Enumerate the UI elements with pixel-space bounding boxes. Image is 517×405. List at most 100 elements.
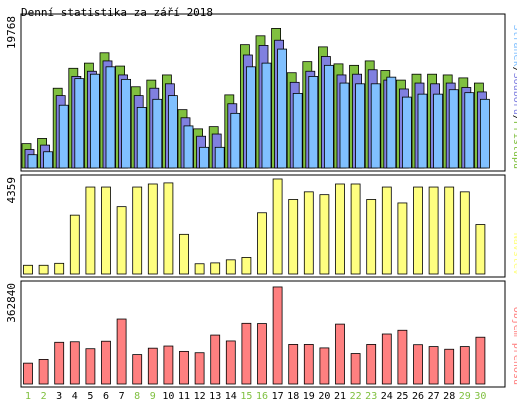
bar-stránek-day-29 [464,92,475,169]
bar-visits-day-28 [444,186,455,275]
bar-visits-day-25 [397,202,408,275]
bar-visits-day-2 [38,264,49,275]
bar-traffic-day-25 [397,329,408,385]
bar-visits-day-24 [381,186,392,275]
bar-visits-day-19 [303,191,314,275]
bar-stránek-day-15 [245,66,256,169]
bar-stránek-day-17 [277,48,288,169]
bar-stránek-day-18 [292,93,303,169]
x-tick-label-day-17: 17 [272,391,284,402]
bar-stránek-day-4 [74,78,85,169]
bar-visits-day-29 [459,191,470,275]
bar-visits-day-13 [210,262,221,275]
panel-frame [20,13,506,172]
panel-1: 19768 Stránek/Souborů/Přístupů [5,13,517,172]
x-tick-label-day-24: 24 [381,391,393,402]
y-axis-max-label: 4359 [5,177,18,204]
bar-traffic-day-20 [319,347,330,385]
bar-traffic-day-1 [23,362,33,385]
x-tick-label-day-11: 11 [178,391,190,402]
bar-traffic-day-2 [38,359,49,385]
bar-traffic-day-27 [428,346,439,385]
bar-visits-day-6 [101,186,111,275]
bar-visits-day-9 [147,183,158,275]
bar-stránek-day-20 [323,64,334,169]
bar-traffic-day-15 [241,322,252,385]
bar-stránek-day-5 [90,73,100,169]
legend-entry-1: Návštěv [511,233,517,275]
x-tick-label-day-19: 19 [303,391,315,402]
bar-stránek-day-1 [27,154,38,169]
bar-visits-day-5 [85,186,96,275]
bar-stránek-day-16 [261,62,272,169]
bar-visits-day-27 [428,186,439,275]
x-tick-label-day-25: 25 [396,391,408,402]
x-tick-label-day-4: 4 [72,391,78,402]
bar-traffic-day-8 [132,354,143,385]
bar-traffic-day-6 [101,340,111,385]
bar-stránek-day-19 [308,76,319,169]
panel-3: 362840 Objem přenosu [5,280,517,388]
chart-title: Denní statistika za září 2018 [21,6,213,19]
bar-traffic-day-19 [303,344,314,385]
bar-visits-day-17 [272,178,283,275]
x-tick-label-day-13: 13 [209,391,221,402]
bar-stránek-day-27 [433,93,444,169]
bar-traffic-day-7 [116,318,127,385]
x-tick-label-day-10: 10 [162,391,174,402]
bar-visits-day-15 [241,257,252,275]
bar-visits-day-20 [319,194,330,275]
bar-visits-day-10 [163,182,174,275]
bar-traffic-day-10 [163,345,174,385]
bar-stránek-day-11 [183,125,194,169]
legend: Návštěv [511,233,517,275]
legend-entry-3: Souborů [511,73,517,115]
bar-visits-day-23 [366,199,377,275]
bar-traffic-day-29 [459,346,470,385]
bar-visits-day-30 [475,224,486,275]
panel-frame [20,174,506,278]
bar-visits-day-11 [179,233,189,275]
bar-traffic-day-16 [257,323,267,385]
bar-traffic-day-12 [194,352,205,385]
panel-frame [20,280,506,388]
bar-stránek-day-23 [370,83,381,169]
bar-visits-day-1 [23,264,33,275]
bar-visits-day-3 [54,262,65,275]
bar-visits-day-7 [116,206,127,275]
bar-traffic-day-3 [54,341,65,385]
x-tick-label-day-23: 23 [365,391,377,402]
bar-traffic-day-26 [413,344,423,385]
x-tick-label-day-3: 3 [56,391,62,402]
bar-traffic-day-4 [69,341,80,385]
x-tick-label-day-16: 16 [256,391,268,402]
bar-stránek-day-24 [386,76,397,169]
bar-visits-day-26 [413,186,423,275]
bar-stránek-day-30 [479,98,490,169]
bar-stránek-day-12 [199,146,210,169]
x-tick-label-day-14: 14 [225,391,237,402]
bar-traffic-day-22 [350,353,361,385]
bar-stránek-day-22 [355,83,366,169]
x-tick-label-day-5: 5 [87,391,93,402]
x-tick-label-day-20: 20 [318,391,330,402]
y-axis-max-label: 19768 [5,16,18,49]
x-tick-label-day-7: 7 [119,391,125,402]
bar-stránek-day-14 [230,112,241,169]
x-tick-label-day-18: 18 [287,391,299,402]
legend: Stránek/Souborů/Přístupů [511,24,517,169]
bar-visits-day-12 [194,263,205,275]
bar-traffic-day-24 [381,333,392,385]
bar-visits-day-8 [132,186,143,275]
bar-traffic-day-18 [288,344,299,385]
bar-stránek-day-10 [167,95,178,169]
bar-stránek-day-28 [448,89,459,169]
legend: Objem přenosu [511,307,517,385]
legend-entry-4: / [511,115,517,121]
x-tick-label-day-15: 15 [240,391,252,402]
panel-2: 4359 Návštěv [5,174,517,278]
bar-traffic-day-13 [210,334,221,385]
bar-traffic-day-28 [444,348,455,385]
